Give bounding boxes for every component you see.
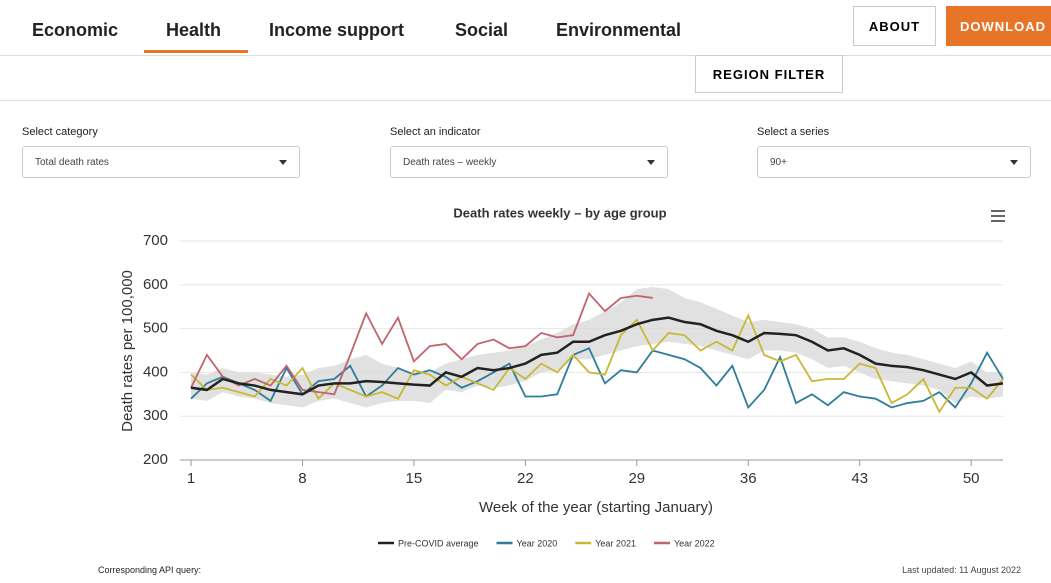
series-line (190, 347, 1004, 410)
about-button[interactable]: ABOUT (853, 6, 936, 46)
api-label: Corresponding API query: (98, 565, 202, 575)
legend-label: Pre-COVID average (398, 538, 479, 548)
range-band (191, 286, 1003, 408)
divider (0, 100, 1051, 101)
x-tick-label: 50 (963, 470, 980, 487)
x-axis-label: Week of the year (starting January) (479, 499, 713, 516)
nav-tab[interactable]: Health (166, 20, 222, 40)
series-line (190, 291, 653, 396)
nav-tab[interactable]: Environmental (556, 20, 682, 40)
last-updated: Last updated: 11 August 2022 (902, 565, 1021, 575)
divider (0, 55, 1051, 56)
y-tick-label: 400 (143, 363, 168, 380)
x-tick-label: 15 (406, 470, 423, 487)
series-line (190, 313, 1004, 414)
x-tick-label: 36 (740, 470, 757, 487)
y-tick-label: 600 (143, 276, 168, 293)
y-axis-label: Death rates per 100,000 (119, 270, 136, 432)
region-filter-button[interactable]: REGION FILTER (695, 55, 843, 93)
x-tick-label: 29 (628, 470, 645, 487)
y-tick-label: 700 (143, 232, 168, 249)
nav-tab[interactable]: Economic (32, 20, 119, 40)
legend-label: Year 2022 (674, 538, 715, 548)
filter-label: Select an indicator (390, 126, 481, 138)
x-tick-label: 8 (298, 470, 306, 487)
series-line (190, 316, 1004, 396)
filter-label: Select category (22, 126, 98, 138)
x-tick-label: 43 (851, 470, 868, 487)
chart-title: Death rates weekly – by age group (453, 205, 666, 220)
filter-label: Select a series (757, 126, 830, 138)
x-tick-label: 22 (517, 470, 534, 487)
nav-tab[interactable]: Social (455, 20, 509, 40)
dropdown[interactable]: Death rates – weekly (390, 146, 668, 178)
y-tick-label: 300 (143, 407, 168, 424)
dropdown[interactable]: 90+ (757, 146, 1031, 178)
menu-icon[interactable] (991, 210, 1005, 222)
active-underline (144, 50, 248, 53)
x-tick-label: 1 (187, 470, 195, 487)
dropdown[interactable]: Total death rates (22, 146, 300, 178)
y-tick-label: 200 (143, 451, 168, 468)
download-button[interactable]: DOWNLOAD (946, 6, 1051, 46)
legend-label: Year 2021 (595, 538, 636, 548)
y-tick-label: 500 (143, 320, 168, 337)
nav-tab[interactable]: Income support (269, 20, 405, 40)
chart: Death rates weekly – by age group Death … (119, 205, 1005, 548)
legend-label: Year 2020 (517, 538, 558, 548)
